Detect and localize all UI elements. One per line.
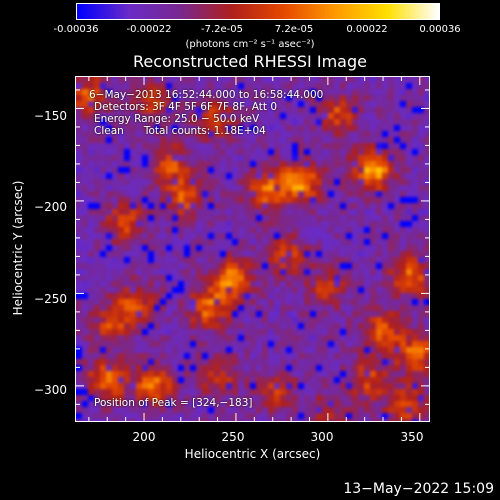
y-tick-label: −150	[34, 109, 67, 123]
annotation-energy-range: Energy Range: 25.0 − 50.0 keV	[94, 113, 260, 125]
y-tick-label: −300	[34, 383, 67, 397]
colorbar-tick-label: 0.00036	[419, 24, 461, 35]
annotation-detectors: Detectors: 3F 4F 5F 6F 7F 8F, Att 0	[94, 101, 278, 113]
x-tick-label: 200	[132, 430, 156, 444]
rhessi-image	[76, 77, 429, 421]
colorbar-units: (photons cm⁻² s⁻¹ asec⁻²)	[185, 39, 315, 50]
peak-position-label: Position of Peak = [324,−183]	[94, 397, 253, 409]
annotation-clean-counts: Clean Total counts: 1.18E+04	[94, 125, 266, 137]
colorbar-tick-label: 0.00022	[346, 24, 388, 35]
x-axis-label: Heliocentric X (arcsec)	[184, 447, 321, 461]
annotation-time-range: 6−May−2013 16:52:44.000 to 16:58:44.000	[89, 89, 324, 101]
colorbar-tick-label: -0.00036	[53, 24, 99, 35]
chart-title: Reconstructed RHESSI Image	[133, 52, 367, 71]
x-tick-label: 350	[400, 430, 424, 444]
footer-timestamp: 13−May−2022 15:09	[343, 481, 494, 497]
x-tick-label: 300	[310, 430, 334, 444]
plot-area: 6−May−2013 16:52:44.000 to 16:58:44.000 …	[75, 76, 430, 422]
colorbar-tick-label: 7.2e-05	[274, 24, 314, 35]
colorbar-tick-label: -7.2e-05	[201, 24, 243, 35]
x-tick-label: 250	[221, 430, 245, 444]
y-tick-label: −200	[34, 200, 67, 214]
colorbar-tick-label: -0.00022	[126, 24, 172, 35]
y-axis-label: Heliocentric Y (arcsec)	[11, 180, 25, 316]
y-tick-label: −250	[34, 292, 67, 306]
colorbar	[76, 3, 440, 20]
